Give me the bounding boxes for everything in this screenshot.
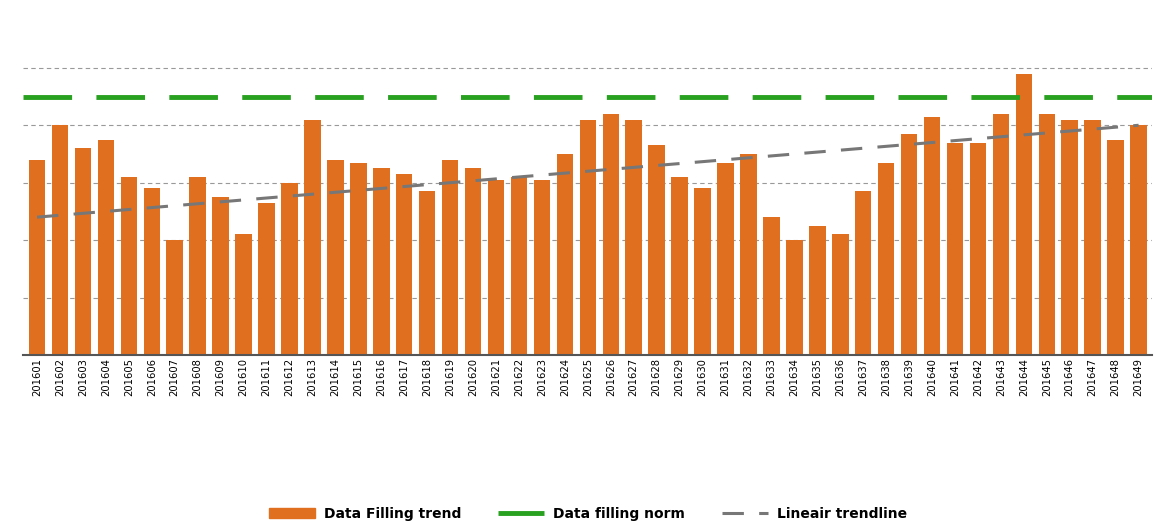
Bar [764, 217, 780, 355]
Bar [603, 114, 619, 355]
Bar [924, 117, 941, 355]
Bar [1130, 125, 1147, 355]
Bar [533, 180, 551, 355]
Bar [98, 140, 114, 355]
Bar [556, 154, 573, 355]
Bar [648, 145, 665, 355]
Bar [694, 188, 711, 355]
Bar [580, 120, 596, 355]
Bar [625, 120, 643, 355]
Bar [464, 168, 482, 355]
Bar [717, 162, 733, 355]
Bar [854, 192, 872, 355]
Bar [970, 143, 986, 355]
Bar [1085, 120, 1101, 355]
Bar [1038, 114, 1055, 355]
Bar [143, 188, 161, 355]
Bar [832, 234, 849, 355]
Bar [809, 226, 825, 355]
Bar [878, 162, 894, 355]
Bar [419, 192, 435, 355]
Bar [235, 234, 251, 355]
Bar [396, 174, 412, 355]
Bar [442, 160, 459, 355]
Bar [740, 154, 757, 355]
Bar [1062, 120, 1078, 355]
Bar [29, 160, 45, 355]
Legend: Data Filling trend, Data filling norm, Lineair trendline: Data Filling trend, Data filling norm, L… [263, 501, 913, 522]
Bar [304, 120, 321, 355]
Bar [51, 125, 69, 355]
Bar [1015, 74, 1032, 355]
Bar [946, 143, 964, 355]
Bar [672, 177, 688, 355]
Bar [372, 168, 390, 355]
Bar [327, 160, 343, 355]
Bar [212, 197, 229, 355]
Bar [1107, 140, 1124, 355]
Bar [511, 177, 527, 355]
Bar [901, 134, 917, 355]
Bar [258, 203, 275, 355]
Bar [190, 177, 206, 355]
Bar [74, 148, 91, 355]
Bar [488, 180, 504, 355]
Bar [786, 240, 803, 355]
Bar [166, 240, 183, 355]
Bar [993, 114, 1009, 355]
Bar [282, 183, 298, 355]
Bar [121, 177, 137, 355]
Bar [350, 162, 367, 355]
